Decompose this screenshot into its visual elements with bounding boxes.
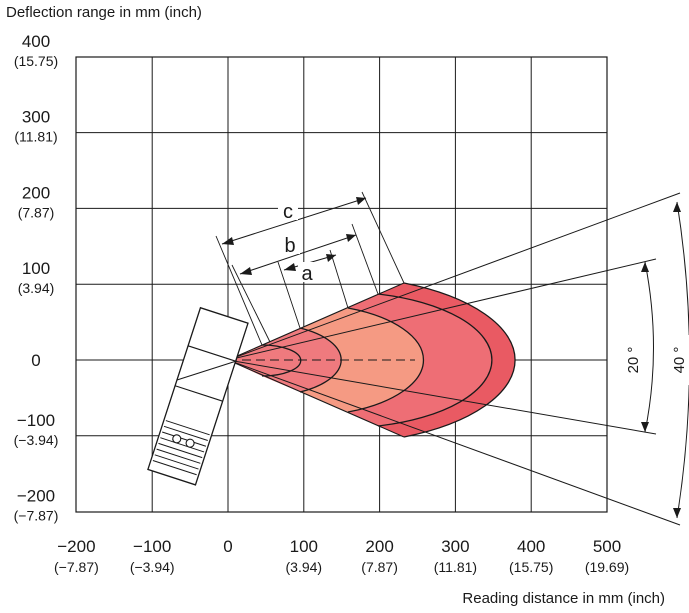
ray-inner-upper [227, 258, 657, 361]
x-axis-title: Reading distance in mm (inch) [462, 590, 665, 607]
x-tick-label: 300 [441, 537, 469, 556]
vent-line [152, 460, 197, 476]
x-tick-label-inch: (11.81) [434, 559, 477, 575]
dimension-c [221, 197, 367, 245]
arrowhead [240, 267, 252, 275]
led-indicator [172, 434, 182, 444]
x-tick-labels: −200 (−7.87) −100 (−3.94) 0 100 (3.94) 200 (7.87… [54, 537, 629, 575]
y-tick-label: 400 [22, 32, 50, 51]
x-tick-label: −100 [133, 537, 171, 556]
reading-field-band-3 [348, 294, 492, 426]
y-tick-label: 300 [22, 108, 50, 127]
scanner-facet [176, 360, 236, 381]
led-indicator [185, 438, 195, 448]
x-tick-label: 400 [517, 537, 545, 556]
x-tick-label-inch: (19.69) [585, 559, 629, 575]
vent-line [165, 420, 210, 436]
y-tick-label-inch: (−3.94) [14, 432, 59, 448]
label-bg [278, 198, 298, 220]
y-tick-labels: 400 (15.75) 300 (11.81) 200 (7.87) 100 (3.94) 0 −… [14, 32, 59, 524]
dimension-lines: c b a [215, 191, 405, 346]
extension-line [329, 249, 349, 309]
y-tick-label-inch: (3.94) [18, 280, 55, 296]
scanner-body [147, 306, 249, 486]
label-bg [668, 335, 689, 385]
extension-line [215, 235, 263, 346]
scanner-device [147, 306, 249, 486]
angle-label-20: 20 ° [625, 347, 642, 374]
extension-line [361, 191, 405, 284]
extension-line [351, 223, 379, 295]
field-arc [377, 293, 493, 427]
label-bg [280, 232, 300, 254]
arrowhead [641, 422, 649, 432]
y-tick-label: 0 [31, 351, 40, 370]
arrowhead [326, 254, 336, 262]
ray-outer-lower [227, 359, 681, 526]
ray-inner-lower [227, 359, 657, 435]
arrowhead [346, 234, 356, 242]
angle-indicators: 20 ° 40 ° [227, 192, 689, 526]
label-bg [298, 262, 316, 282]
extension-line [231, 264, 271, 343]
x-tick-label-inch: (−7.87) [54, 559, 99, 575]
scanner-window-edge [187, 345, 236, 362]
x-tick-label-inch: (3.94) [286, 559, 323, 575]
ray-outer-upper [227, 192, 681, 361]
reading-field [227, 282, 516, 438]
x-tick-label-inch: (15.75) [509, 559, 553, 575]
arrowhead [356, 197, 366, 205]
x-tick-label: −200 [57, 537, 95, 556]
dimension-label-a: a [301, 263, 313, 285]
extension-line [277, 261, 301, 329]
y-tick-label: −100 [17, 411, 55, 430]
label-bg [620, 340, 644, 380]
arrowhead [673, 202, 681, 212]
field-edge [227, 359, 405, 438]
x-tick-label: 500 [593, 537, 621, 556]
x-tick-label-inch: (−3.94) [130, 559, 175, 575]
field-edge [227, 282, 405, 361]
reading-field-band-4 [378, 283, 516, 437]
arrowhead [641, 262, 649, 272]
field-arc [347, 307, 425, 413]
y-tick-label: −200 [17, 487, 55, 506]
y-tick-label: 100 [22, 259, 50, 278]
y-tick-label-inch: (11.81) [14, 129, 57, 145]
vent-line [158, 442, 203, 459]
dimension-label-c: c [283, 201, 293, 223]
vent-line [154, 454, 199, 470]
vent-line [163, 425, 208, 441]
y-tick-label: 200 [22, 183, 50, 202]
arrowhead [222, 237, 234, 245]
vent-line [162, 431, 207, 447]
field-arc [403, 282, 516, 438]
arc-40-deg [676, 201, 689, 519]
vent-line [156, 448, 201, 464]
y-axis-title: Deflection range in mm (inch) [6, 4, 202, 21]
x-tick-label: 100 [290, 537, 318, 556]
x-tick-label-inch: (7.87) [361, 559, 398, 575]
scanner-divider [174, 385, 223, 402]
dimension-label-b: b [284, 235, 295, 257]
arrowhead [284, 263, 296, 271]
y-tick-label-inch: (7.87) [18, 204, 55, 220]
arrowhead [673, 508, 681, 518]
angle-label-40: 40 ° [671, 347, 688, 374]
y-tick-label-inch: (−7.87) [14, 508, 59, 524]
vent-line [160, 437, 205, 453]
plot-frame [75, 56, 608, 513]
x-tick-label: 0 [223, 537, 232, 556]
dimension-b [239, 234, 357, 275]
arc-20-deg [644, 261, 654, 433]
y-tick-label-inch: (15.75) [14, 53, 58, 69]
x-tick-label: 200 [365, 537, 393, 556]
